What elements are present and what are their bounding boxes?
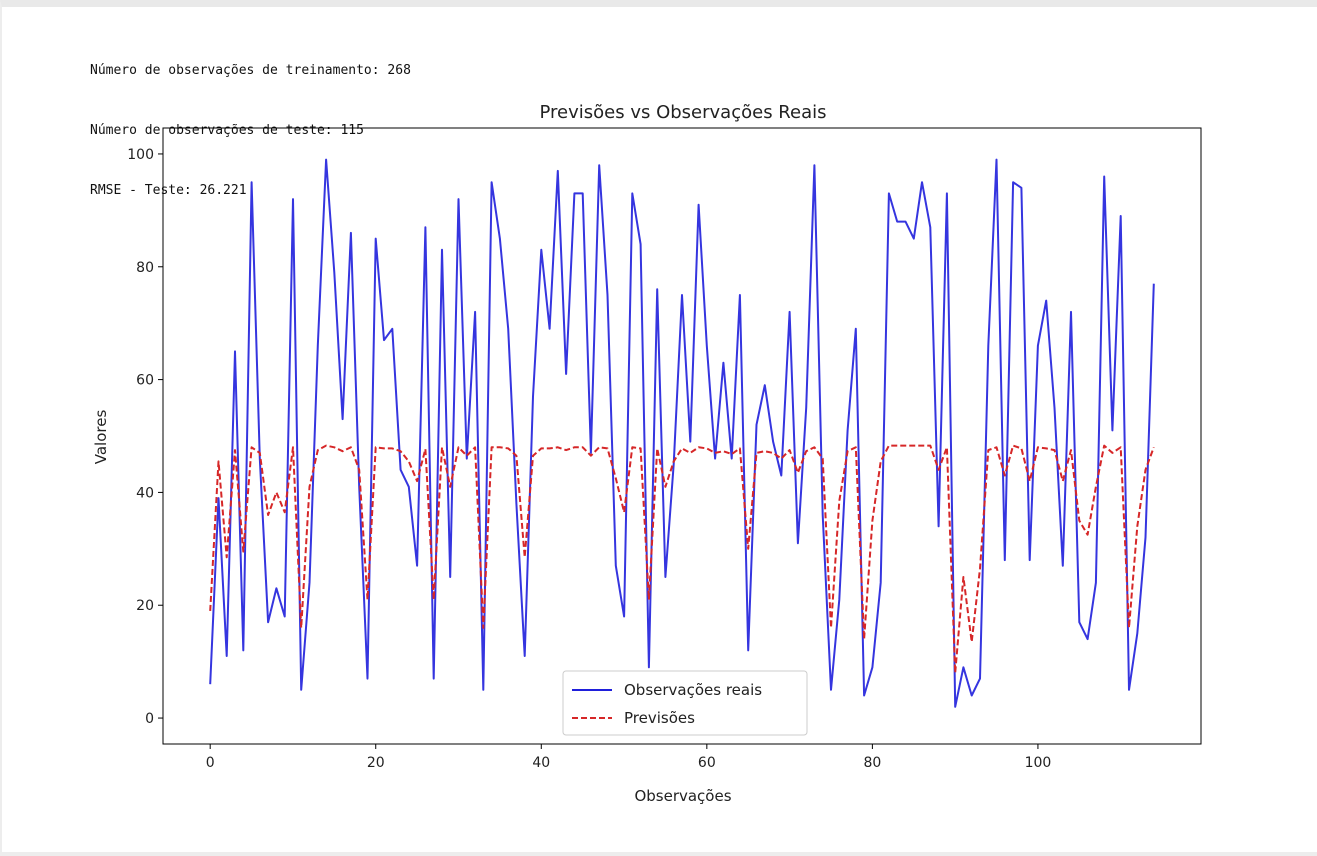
legend: Observações reais Previsões <box>562 670 808 736</box>
legend-label-observations: Observações reais <box>624 681 762 699</box>
x-tick-label: 20 <box>367 755 385 771</box>
y-tick-label: 40 <box>136 485 154 501</box>
y-tick-label: 100 <box>127 147 154 163</box>
training-count-line: Número de observações de treinamento: 26… <box>90 63 411 78</box>
x-axis-title: Observações <box>634 787 731 805</box>
x-tick-label: 80 <box>863 755 881 771</box>
x-tick-label: 100 <box>1025 755 1052 771</box>
x-axis: 0 20 40 60 80 100 <box>206 744 1052 771</box>
y-tick-label: 80 <box>136 260 154 276</box>
y-axis-title: Valores <box>92 410 110 465</box>
x-tick-label: 60 <box>698 755 716 771</box>
test-count-line: Número de observações de teste: 115 <box>90 123 364 138</box>
plot-area <box>209 158 1155 708</box>
legend-box <box>562 670 808 736</box>
legend-label-predictions: Previsões <box>624 709 695 727</box>
text-output: Número de observações de treinamento: 26… <box>90 21 411 241</box>
y-axis: 0 20 40 60 80 100 <box>127 147 163 727</box>
x-tick-label: 0 <box>206 755 215 771</box>
axes-frame <box>162 127 1202 745</box>
chart-title: Previsões vs Observações Reais <box>540 102 827 123</box>
series-line-observations <box>209 158 1155 708</box>
y-tick-label: 20 <box>136 598 154 614</box>
y-tick-label: 0 <box>145 711 154 727</box>
y-tick-label: 60 <box>136 373 154 389</box>
x-tick-label: 40 <box>532 755 550 771</box>
series-line-predictions <box>209 444 1155 674</box>
rmse-line: RMSE - Teste: 26.221 <box>90 183 247 198</box>
